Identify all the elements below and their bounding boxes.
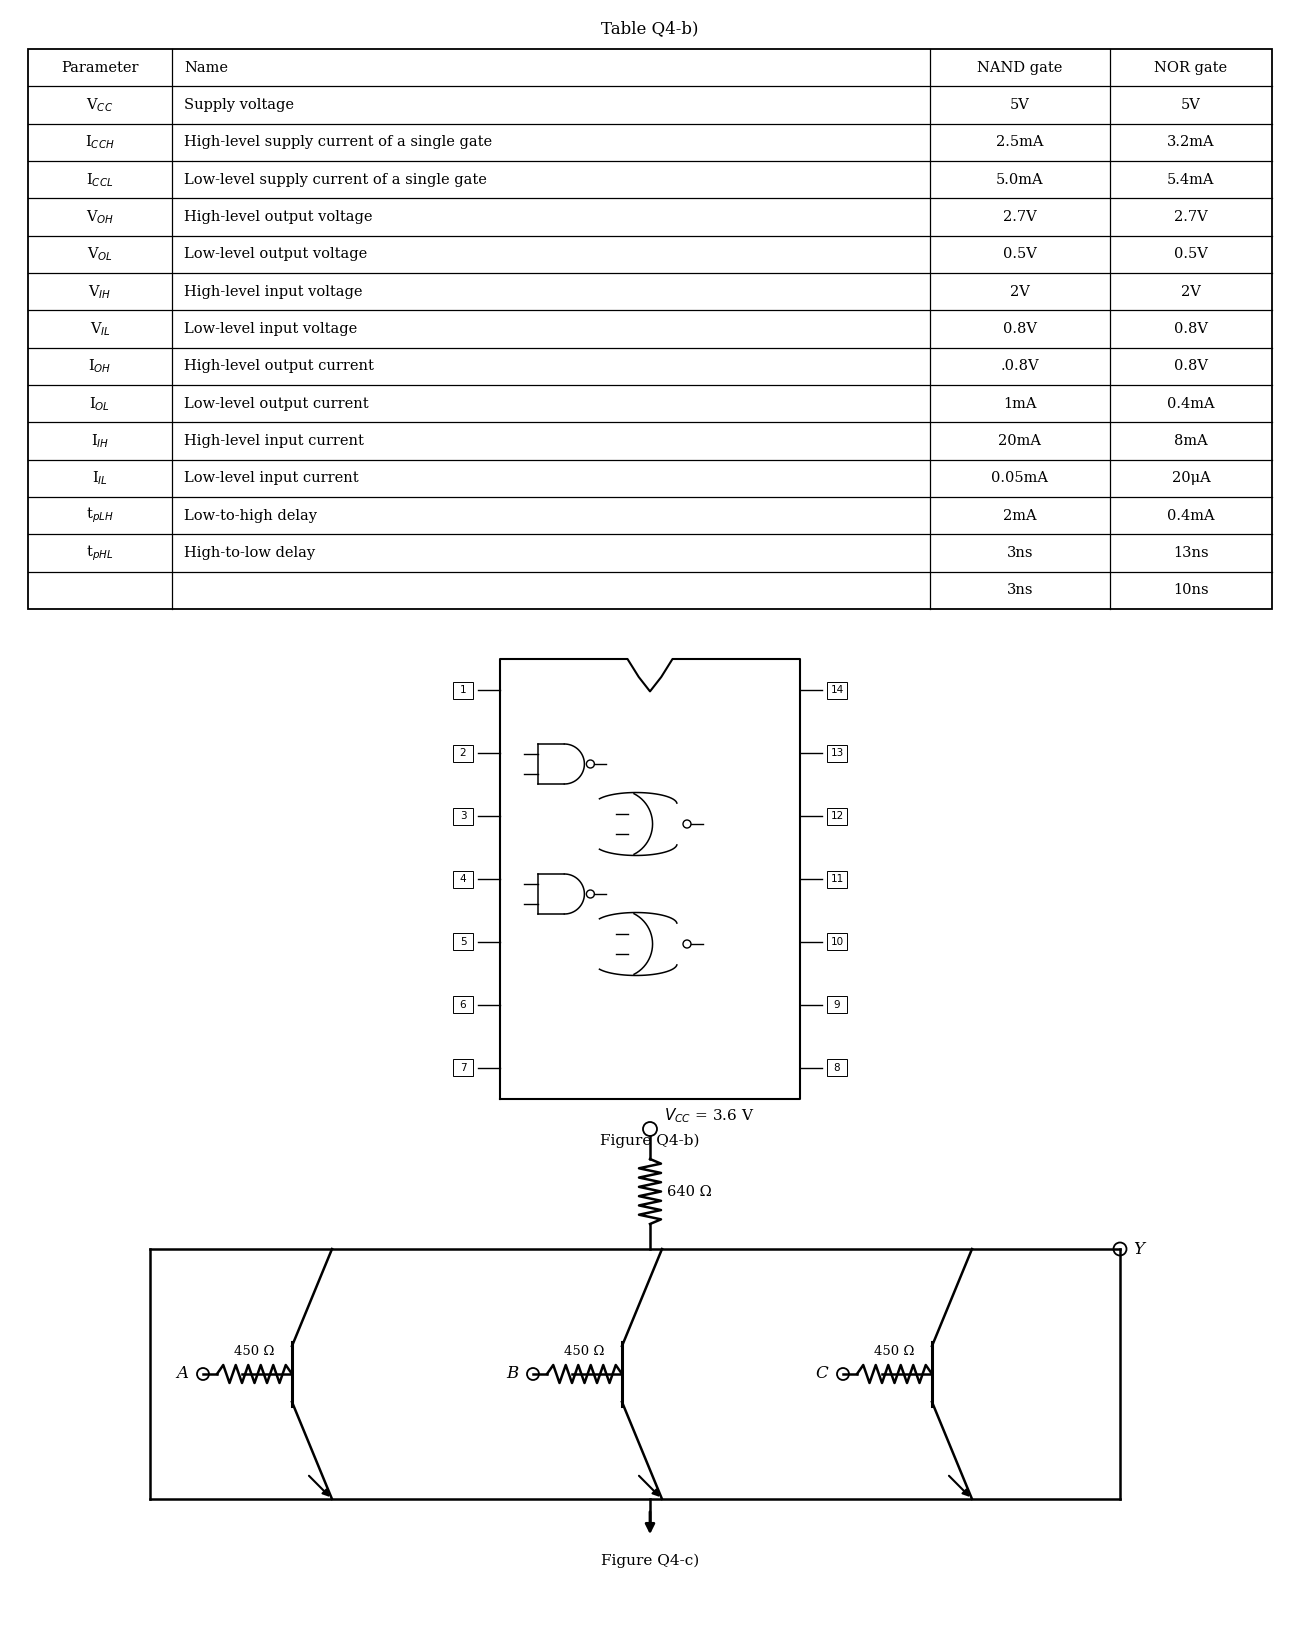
Text: High-level input current: High-level input current xyxy=(185,435,364,448)
Text: 14: 14 xyxy=(831,685,844,696)
Text: Low-level input current: Low-level input current xyxy=(185,471,359,485)
Bar xyxy=(29,49,1271,609)
Text: 640 Ω: 640 Ω xyxy=(667,1185,712,1198)
Text: 13ns: 13ns xyxy=(1173,546,1209,560)
Text: Table Q4-b): Table Q4-b) xyxy=(601,20,699,38)
Text: 0.5V: 0.5V xyxy=(1004,247,1037,261)
Text: Figure Q4-c): Figure Q4-c) xyxy=(601,1554,699,1569)
Text: I$_{OH}$: I$_{OH}$ xyxy=(88,358,112,376)
Text: 12: 12 xyxy=(831,810,844,822)
Text: 6: 6 xyxy=(460,1000,467,1010)
Text: Low-level output voltage: Low-level output voltage xyxy=(185,247,367,261)
Text: t$_{pHL}$: t$_{pHL}$ xyxy=(86,542,113,562)
FancyBboxPatch shape xyxy=(452,1059,473,1077)
Text: 2mA: 2mA xyxy=(1004,508,1037,523)
Text: 8: 8 xyxy=(833,1062,840,1072)
Text: 0.05mA: 0.05mA xyxy=(992,471,1049,485)
Text: 1mA: 1mA xyxy=(1004,397,1037,410)
Text: 0.8V: 0.8V xyxy=(1174,359,1208,373)
Text: 5.4mA: 5.4mA xyxy=(1167,173,1214,186)
Text: 5.0mA: 5.0mA xyxy=(996,173,1044,186)
Text: 10: 10 xyxy=(831,936,844,946)
Text: 5V: 5V xyxy=(1010,98,1030,113)
Text: 450 Ω: 450 Ω xyxy=(564,1345,605,1358)
Text: 3: 3 xyxy=(460,810,467,822)
Text: 0.5V: 0.5V xyxy=(1174,247,1208,261)
Text: 5: 5 xyxy=(460,936,467,946)
FancyBboxPatch shape xyxy=(827,1059,848,1077)
Text: t$_{pLH}$: t$_{pLH}$ xyxy=(86,507,114,526)
FancyBboxPatch shape xyxy=(452,997,473,1013)
FancyBboxPatch shape xyxy=(452,871,473,887)
Text: V$_{CC}$: V$_{CC}$ xyxy=(86,96,113,114)
Text: I$_{OL}$: I$_{OL}$ xyxy=(90,395,110,412)
Text: 20μA: 20μA xyxy=(1171,471,1210,485)
Text: 2.7V: 2.7V xyxy=(1174,211,1208,224)
Text: 1: 1 xyxy=(460,685,467,696)
Text: Low-level input voltage: Low-level input voltage xyxy=(185,322,358,337)
Text: Y: Y xyxy=(1134,1240,1144,1258)
FancyBboxPatch shape xyxy=(827,807,848,825)
Text: 2.5mA: 2.5mA xyxy=(996,136,1044,149)
Text: 2.7V: 2.7V xyxy=(1004,211,1037,224)
FancyBboxPatch shape xyxy=(827,745,848,761)
Text: High-level output current: High-level output current xyxy=(185,359,374,373)
Text: High-level output voltage: High-level output voltage xyxy=(185,211,373,224)
FancyBboxPatch shape xyxy=(452,681,473,699)
Text: High-level input voltage: High-level input voltage xyxy=(185,284,363,299)
Text: 11: 11 xyxy=(831,874,844,884)
Text: Low-level supply current of a single gate: Low-level supply current of a single gat… xyxy=(185,173,488,186)
Text: 3ns: 3ns xyxy=(1006,546,1034,560)
Text: 450 Ω: 450 Ω xyxy=(875,1345,915,1358)
Text: 3.2mA: 3.2mA xyxy=(1167,136,1214,149)
Text: 3ns: 3ns xyxy=(1006,583,1034,598)
Text: 0.8V: 0.8V xyxy=(1174,322,1208,337)
Text: 4: 4 xyxy=(460,874,467,884)
FancyBboxPatch shape xyxy=(452,933,473,951)
Text: I$_{IH}$: I$_{IH}$ xyxy=(91,431,109,449)
Text: V$_{IH}$: V$_{IH}$ xyxy=(88,283,112,301)
Text: 5V: 5V xyxy=(1182,98,1201,113)
FancyBboxPatch shape xyxy=(827,871,848,887)
Text: 0.4mA: 0.4mA xyxy=(1167,397,1214,410)
Text: .0.8V: .0.8V xyxy=(1001,359,1039,373)
Text: 8mA: 8mA xyxy=(1174,435,1208,448)
Text: Low-to-high delay: Low-to-high delay xyxy=(185,508,317,523)
Text: 2V: 2V xyxy=(1010,284,1030,299)
Text: NOR gate: NOR gate xyxy=(1154,60,1227,75)
Text: Figure Q4-b): Figure Q4-b) xyxy=(601,1134,699,1149)
Text: V$_{OL}$: V$_{OL}$ xyxy=(87,245,113,263)
Text: High-level supply current of a single gate: High-level supply current of a single ga… xyxy=(185,136,493,149)
Text: High-to-low delay: High-to-low delay xyxy=(185,546,315,560)
Text: 450 Ω: 450 Ω xyxy=(234,1345,274,1358)
Text: V$_{IL}$: V$_{IL}$ xyxy=(90,320,110,338)
Text: 13: 13 xyxy=(831,748,844,758)
Text: A: A xyxy=(176,1366,188,1382)
Text: 20mA: 20mA xyxy=(998,435,1041,448)
Text: Parameter: Parameter xyxy=(61,60,139,75)
Text: 7: 7 xyxy=(460,1062,467,1072)
Text: B: B xyxy=(506,1366,517,1382)
Text: NAND gate: NAND gate xyxy=(978,60,1062,75)
Text: I$_{CCH}$: I$_{CCH}$ xyxy=(86,134,114,152)
Text: Supply voltage: Supply voltage xyxy=(185,98,294,113)
Text: I$_{IL}$: I$_{IL}$ xyxy=(92,469,108,487)
Text: C: C xyxy=(815,1366,828,1382)
FancyBboxPatch shape xyxy=(452,807,473,825)
FancyBboxPatch shape xyxy=(827,933,848,951)
Text: Name: Name xyxy=(185,60,228,75)
Text: 9: 9 xyxy=(833,1000,840,1010)
Text: 10ns: 10ns xyxy=(1173,583,1209,598)
Text: I$_{CCL}$: I$_{CCL}$ xyxy=(86,172,113,188)
FancyBboxPatch shape xyxy=(827,997,848,1013)
Text: 2V: 2V xyxy=(1182,284,1201,299)
Text: Low-level output current: Low-level output current xyxy=(185,397,369,410)
Text: $V_{CC}$ = 3.6 V: $V_{CC}$ = 3.6 V xyxy=(664,1106,754,1124)
Text: 0.4mA: 0.4mA xyxy=(1167,508,1214,523)
Text: 0.8V: 0.8V xyxy=(1004,322,1037,337)
FancyBboxPatch shape xyxy=(827,681,848,699)
Text: 2: 2 xyxy=(460,748,467,758)
FancyBboxPatch shape xyxy=(452,745,473,761)
Text: V$_{OH}$: V$_{OH}$ xyxy=(86,208,114,225)
